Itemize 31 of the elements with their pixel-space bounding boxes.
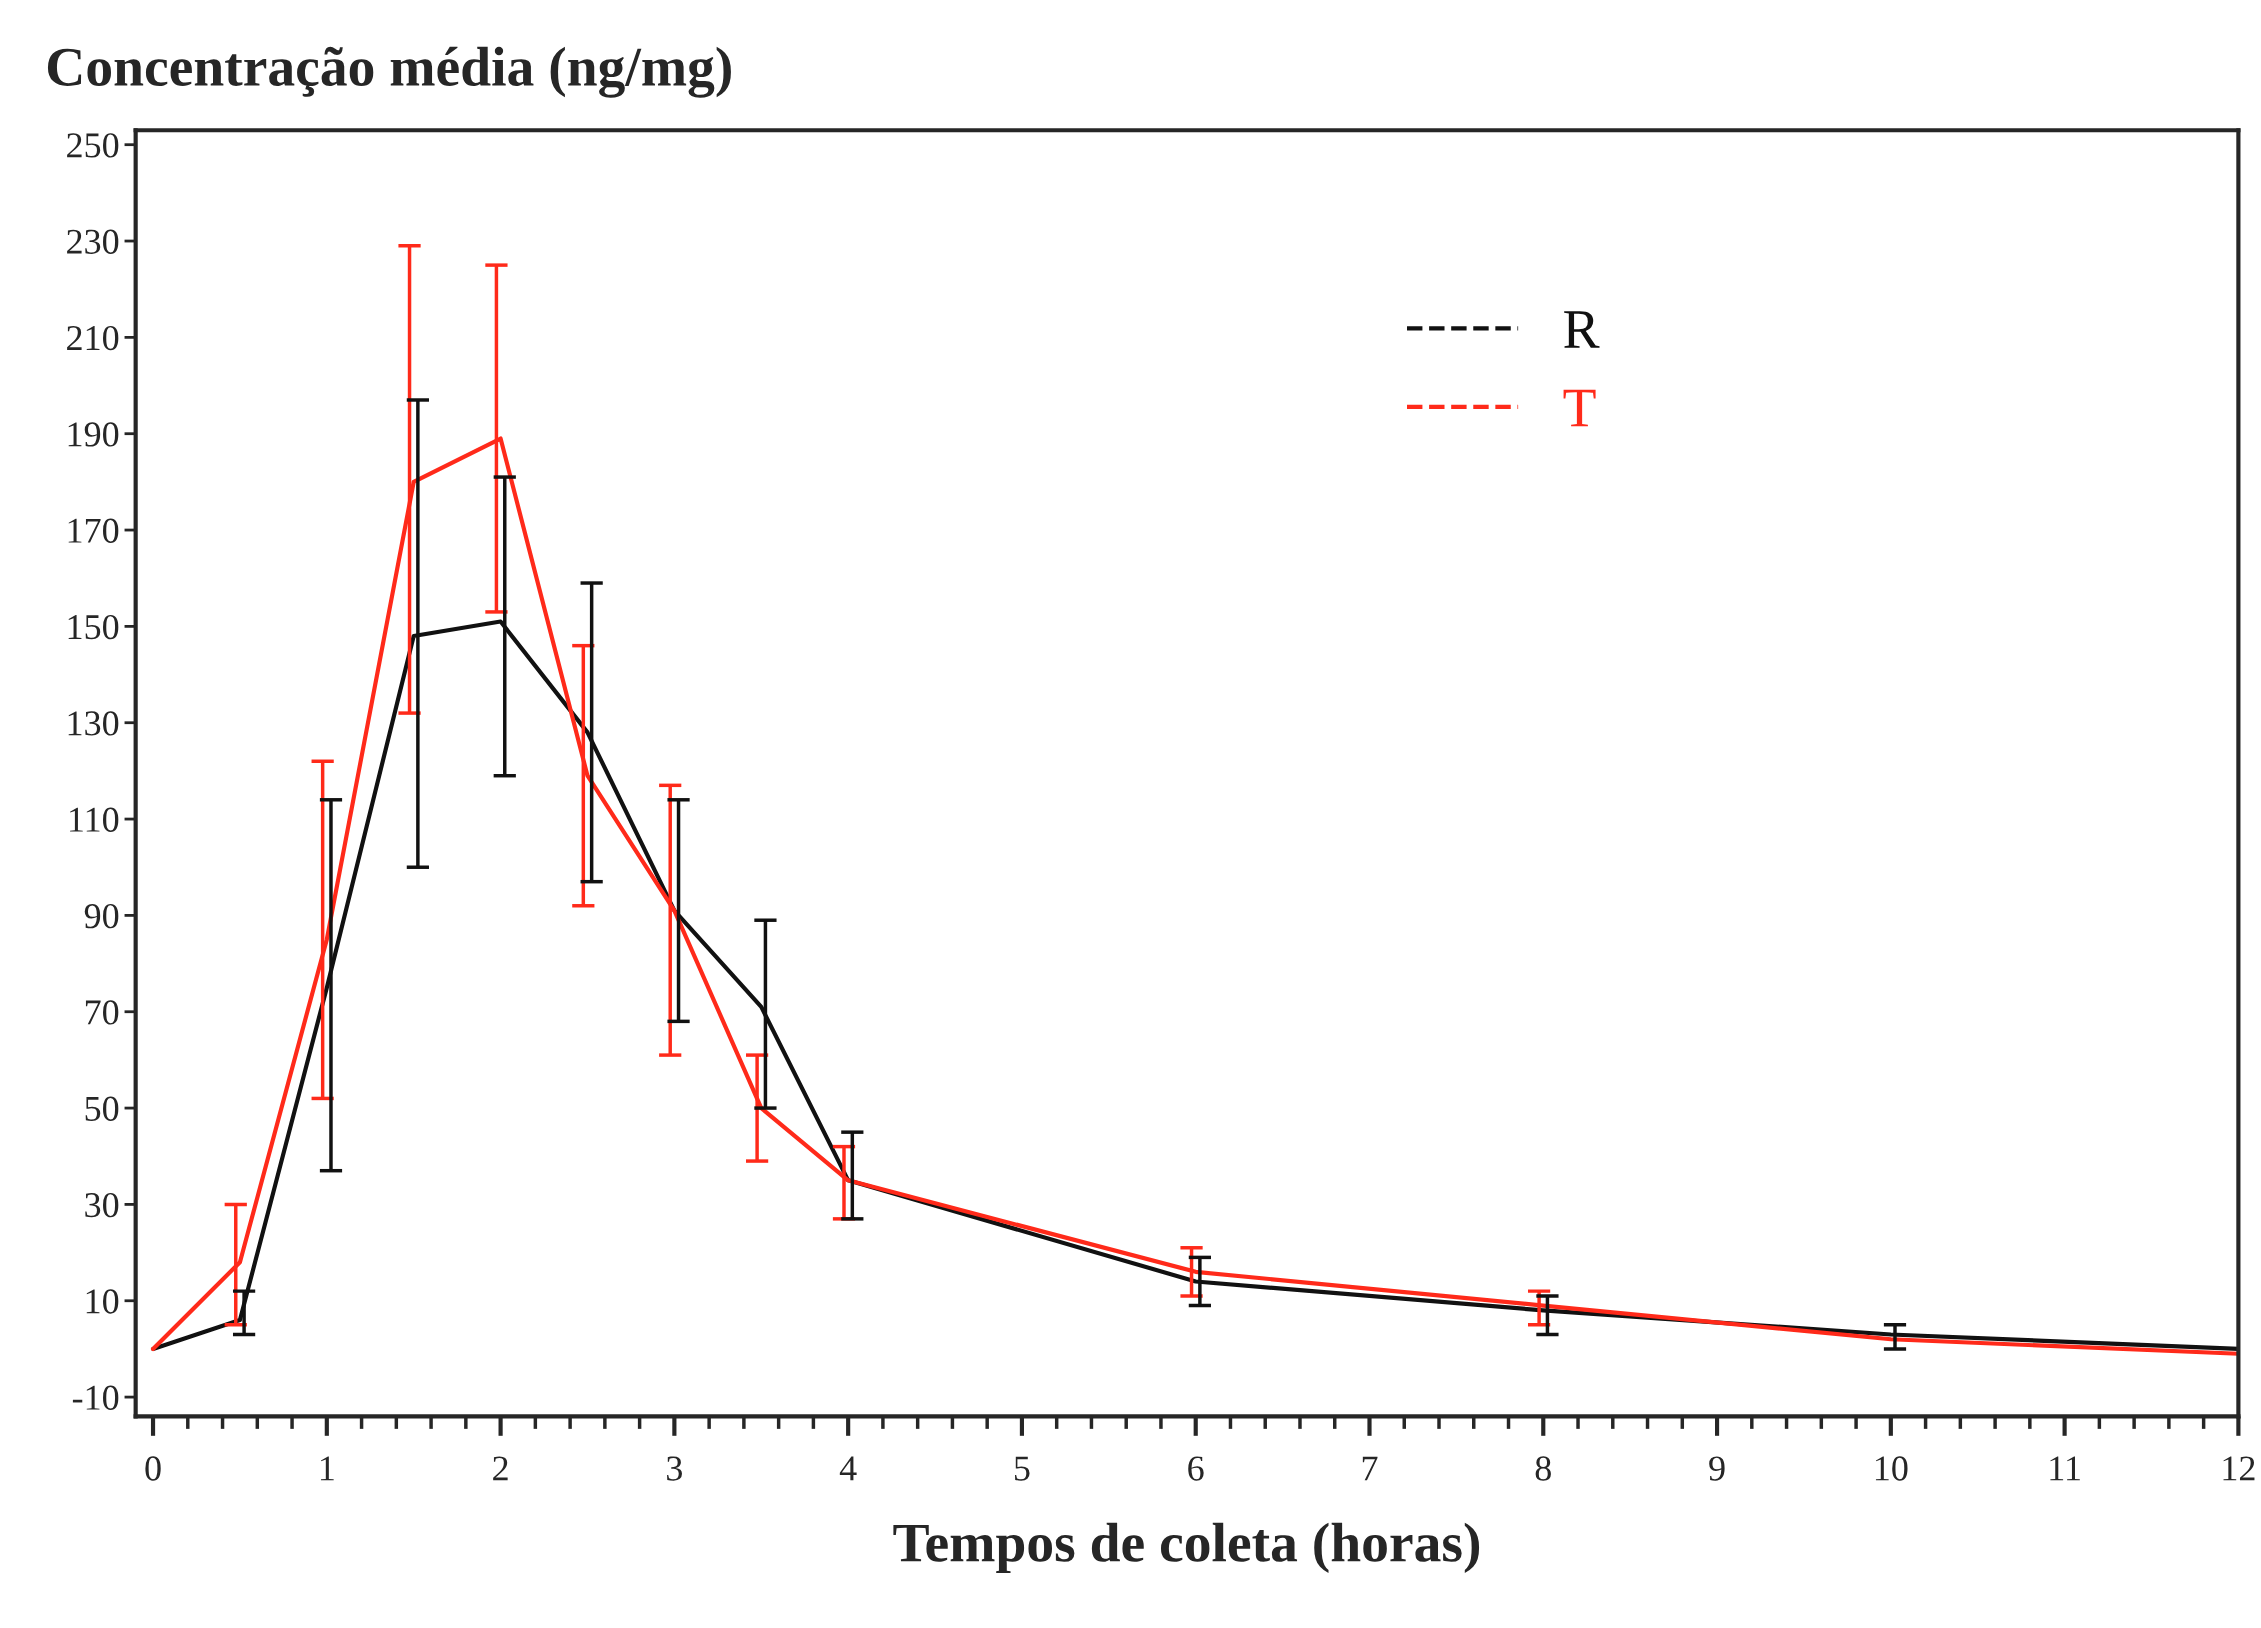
y-tick-label: 110: [70, 807, 119, 832]
legend-label: T: [1563, 389, 1596, 427]
x-tick-label: 5: [1015, 1456, 1030, 1481]
x-tick-label: 8: [1535, 1456, 1551, 1481]
x-tick-label: 1: [320, 1456, 334, 1481]
y-tick-label: 30: [85, 1192, 119, 1218]
x-tick-label: 7: [1362, 1456, 1378, 1481]
x-tick-label: 10: [1875, 1456, 1908, 1481]
y-tick-label: 70: [85, 1000, 119, 1025]
y-tick-label: 10: [86, 1289, 119, 1314]
x-tick-label: 9: [1709, 1456, 1725, 1481]
x-tick-label: 3: [667, 1456, 682, 1481]
x-axis-title: Tempos de coleta (horas): [893, 1522, 1480, 1574]
x-tick-label: 11: [2050, 1456, 2080, 1481]
x-tick-label: 2: [493, 1456, 508, 1481]
x-tick-label: 6: [1188, 1456, 1204, 1481]
x-tick-label: 4: [839, 1456, 857, 1481]
x-tick-label: 0: [145, 1456, 161, 1481]
y-tick-label: 210: [67, 325, 119, 351]
y-tick-label: 90: [84, 903, 119, 929]
legend-label: R: [1564, 311, 1600, 348]
y-axis-title: Concentração média (ng/mg): [47, 46, 731, 98]
y-tick-label: 50: [85, 1096, 119, 1121]
y-tick-label: 230: [67, 229, 119, 254]
y-tick-label: 130: [68, 711, 119, 736]
y-tick-label: 250: [67, 133, 119, 158]
y-tick-label: 190: [68, 422, 119, 447]
x-tick-label: 12: [2223, 1456, 2255, 1481]
y-tick-label: 170: [68, 518, 119, 543]
y-tick-label: -10: [72, 1385, 119, 1410]
y-tick-label: 150: [68, 614, 119, 640]
